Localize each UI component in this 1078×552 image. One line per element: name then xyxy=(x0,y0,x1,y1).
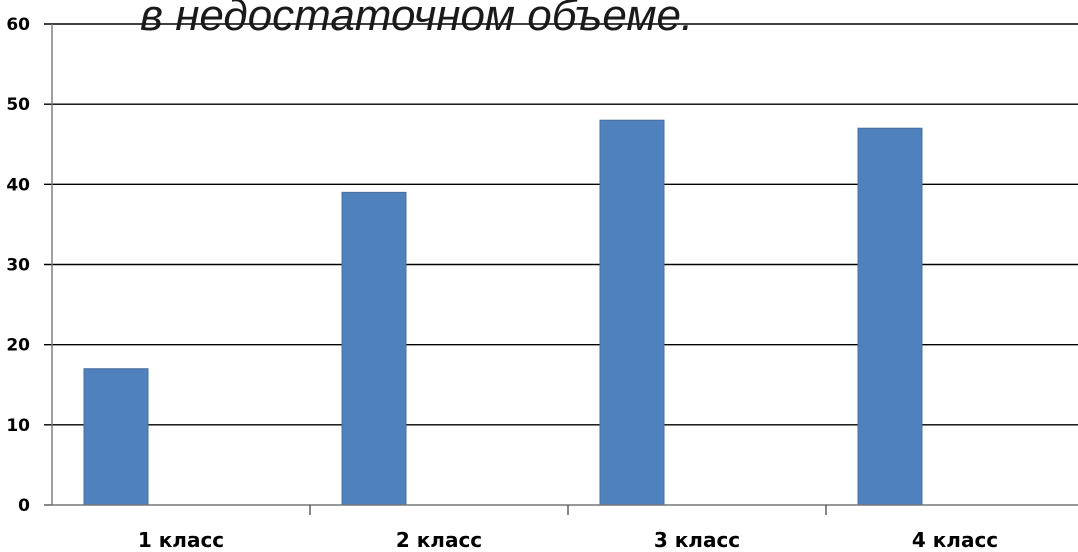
bar-4 xyxy=(857,127,923,506)
y-tick-labels: 0 10 20 30 40 50 60 xyxy=(6,15,30,516)
x-tick-label: 4 класс xyxy=(912,528,998,552)
x-tick-label: 1 класс xyxy=(138,528,224,552)
y-tick-label: 30 xyxy=(6,256,30,276)
bars xyxy=(83,119,923,506)
chart-title: в недостаточном объеме. xyxy=(140,0,693,40)
y-tick-label: 60 xyxy=(6,15,30,35)
x-tick-label: 3 класс xyxy=(654,528,740,552)
y-tick-label: 20 xyxy=(6,336,30,356)
y-tick-label: 10 xyxy=(6,416,30,436)
y-tick-label: 0 xyxy=(18,496,30,516)
gridlines xyxy=(44,23,1078,506)
y-tick-label: 50 xyxy=(6,95,30,115)
bar-1 xyxy=(83,368,149,506)
x-tick-labels: 1 класс 2 класс 3 класс 4 класс xyxy=(138,505,998,552)
x-tick-label: 2 класс xyxy=(396,528,482,552)
axes xyxy=(51,24,1078,506)
bar-3 xyxy=(599,119,665,506)
bar-2 xyxy=(341,191,407,506)
y-tick-label: 40 xyxy=(6,175,30,195)
